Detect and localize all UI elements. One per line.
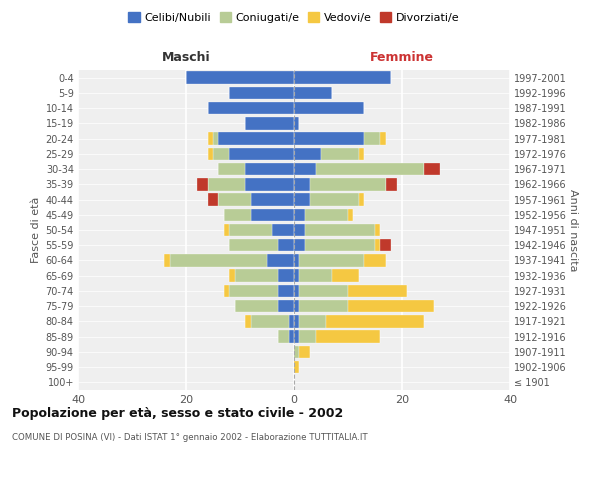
Bar (305, 208, 348, 221)
Bar (299, 300, 348, 312)
Bar (294, 117, 299, 130)
Bar (278, 284, 294, 297)
Bar (316, 330, 380, 343)
Bar (208, 132, 213, 145)
Bar (294, 224, 305, 236)
Bar (299, 254, 364, 266)
Text: Popolazione per età, sesso e stato civile - 2002: Popolazione per età, sesso e stato civil… (12, 408, 343, 420)
Bar (224, 224, 229, 236)
Bar (267, 254, 294, 266)
Bar (229, 86, 294, 99)
Bar (294, 132, 364, 145)
Y-axis label: Anni di nascita: Anni di nascita (568, 188, 578, 271)
Bar (359, 194, 364, 206)
Bar (348, 208, 353, 221)
Bar (170, 254, 267, 266)
Bar (305, 224, 375, 236)
Bar (299, 330, 316, 343)
Text: Femmine: Femmine (370, 51, 434, 64)
Bar (278, 270, 294, 282)
Bar (245, 178, 294, 190)
Bar (235, 300, 278, 312)
Bar (294, 178, 310, 190)
Bar (235, 270, 278, 282)
Bar (424, 163, 440, 175)
Bar (294, 148, 321, 160)
Legend: Celibi/Nubili, Coniugati/e, Vedovi/e, Divorziati/e: Celibi/Nubili, Coniugati/e, Vedovi/e, Di… (124, 8, 464, 28)
Bar (299, 346, 310, 358)
Bar (218, 194, 251, 206)
Bar (245, 117, 294, 130)
Bar (213, 132, 218, 145)
Bar (164, 254, 170, 266)
Bar (289, 330, 294, 343)
Bar (294, 270, 299, 282)
Bar (294, 208, 305, 221)
Bar (359, 148, 364, 160)
Bar (245, 315, 251, 328)
Bar (294, 315, 299, 328)
Bar (294, 300, 299, 312)
Bar (294, 194, 310, 206)
Bar (218, 163, 245, 175)
Bar (294, 163, 316, 175)
Bar (229, 239, 278, 252)
Bar (245, 163, 294, 175)
Bar (294, 254, 299, 266)
Bar (364, 254, 386, 266)
Bar (305, 239, 375, 252)
Bar (380, 239, 391, 252)
Bar (197, 178, 208, 190)
Bar (299, 270, 332, 282)
Bar (229, 224, 272, 236)
Bar (272, 224, 294, 236)
Bar (375, 224, 380, 236)
Bar (224, 284, 229, 297)
Bar (316, 163, 424, 175)
Bar (213, 148, 229, 160)
Bar (294, 284, 299, 297)
Bar (310, 178, 386, 190)
Bar (208, 194, 218, 206)
Text: Maschi: Maschi (161, 51, 211, 64)
Bar (310, 194, 359, 206)
Bar (208, 102, 294, 115)
Bar (294, 330, 299, 343)
Bar (294, 72, 391, 84)
Y-axis label: Fasce di età: Fasce di età (31, 197, 41, 263)
Bar (289, 315, 294, 328)
Bar (229, 270, 235, 282)
Bar (299, 284, 348, 297)
Bar (386, 178, 397, 190)
Text: COMUNE DI POSINA (VI) - Dati ISTAT 1° gennaio 2002 - Elaborazione TUTTITALIA.IT: COMUNE DI POSINA (VI) - Dati ISTAT 1° ge… (12, 432, 368, 442)
Bar (380, 132, 386, 145)
Bar (294, 346, 299, 358)
Bar (251, 194, 294, 206)
Bar (278, 300, 294, 312)
Bar (294, 102, 364, 115)
Bar (348, 284, 407, 297)
Bar (278, 330, 289, 343)
Bar (224, 208, 251, 221)
Bar (294, 361, 299, 374)
Bar (208, 148, 213, 160)
Bar (326, 315, 424, 328)
Bar (229, 284, 278, 297)
Bar (218, 132, 294, 145)
Bar (251, 208, 294, 221)
Bar (332, 270, 359, 282)
Bar (251, 315, 289, 328)
Bar (299, 315, 326, 328)
Bar (294, 86, 332, 99)
Bar (229, 148, 294, 160)
Bar (186, 72, 294, 84)
Bar (364, 132, 380, 145)
Bar (208, 178, 245, 190)
Bar (278, 239, 294, 252)
Bar (294, 239, 305, 252)
Bar (321, 148, 359, 160)
Bar (375, 239, 380, 252)
Bar (348, 300, 434, 312)
